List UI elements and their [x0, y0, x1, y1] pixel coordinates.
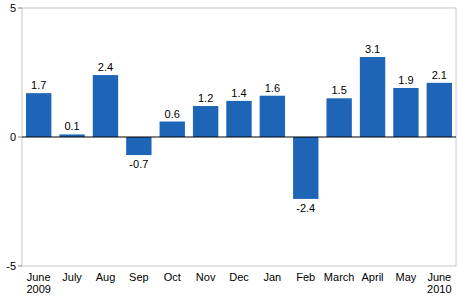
- data-label: 0.1: [64, 120, 79, 132]
- x-tick-label: June2010: [427, 271, 451, 295]
- data-label: 2.4: [98, 61, 113, 73]
- data-label: 1.5: [332, 84, 347, 96]
- chart-container: -5 0 5 1.7 0.1 2.4 -0.7 0.6 1.2 1.4 1.6 -2.4 1.5 3.1 1…: [0, 0, 458, 297]
- bar: [160, 122, 185, 137]
- x-tick-label: June2009: [26, 271, 50, 295]
- data-label: 2.1: [432, 69, 447, 81]
- data-label: -0.7: [129, 158, 148, 170]
- bar: [393, 88, 418, 137]
- x-tick-label: April: [362, 271, 384, 283]
- y-tick: [18, 137, 22, 138]
- bar: [326, 98, 351, 137]
- y-tick-label: 0: [10, 131, 16, 143]
- bar: [93, 75, 118, 137]
- x-tick-label: July: [62, 271, 82, 283]
- chart: -5 0 5 1.7 0.1 2.4 -0.7 0.6 1.2 1.4 1.6 -2.4 1.5 3.1 1…: [0, 0, 458, 297]
- data-label: 1.4: [231, 87, 246, 99]
- x-tick-label: Jan: [264, 271, 282, 283]
- bar: [226, 101, 251, 137]
- data-label: 1.2: [198, 92, 213, 104]
- data-label: 0.6: [165, 108, 180, 120]
- y-tick-label: 5: [10, 2, 16, 14]
- y-tick-label: -5: [6, 260, 16, 272]
- data-label: 3.1: [365, 43, 380, 55]
- x-tick-label: Oct: [164, 271, 181, 283]
- data-label: -2.4: [296, 202, 315, 214]
- y-tick: [18, 8, 22, 9]
- data-label: 1.6: [265, 82, 280, 94]
- x-tick-label: March: [324, 271, 355, 283]
- bar: [193, 106, 218, 137]
- x-tick-label: Dec: [229, 271, 249, 283]
- x-tick-label: Feb: [296, 271, 315, 283]
- x-tick-label: Nov: [196, 271, 216, 283]
- data-label: 1.7: [31, 79, 46, 91]
- x-tick-label: Aug: [96, 271, 116, 283]
- bar: [293, 137, 318, 199]
- bars: [26, 57, 452, 199]
- bar: [126, 137, 151, 155]
- bar: [260, 96, 285, 137]
- zero-line: [22, 137, 456, 138]
- x-tick-label: May: [396, 271, 417, 283]
- bar: [26, 93, 51, 137]
- plot-frame: [22, 8, 456, 266]
- bar: [427, 83, 452, 137]
- y-tick: [18, 266, 22, 267]
- x-tick-label: Sep: [129, 271, 149, 283]
- bar: [360, 57, 385, 137]
- data-label: 1.9: [398, 74, 413, 86]
